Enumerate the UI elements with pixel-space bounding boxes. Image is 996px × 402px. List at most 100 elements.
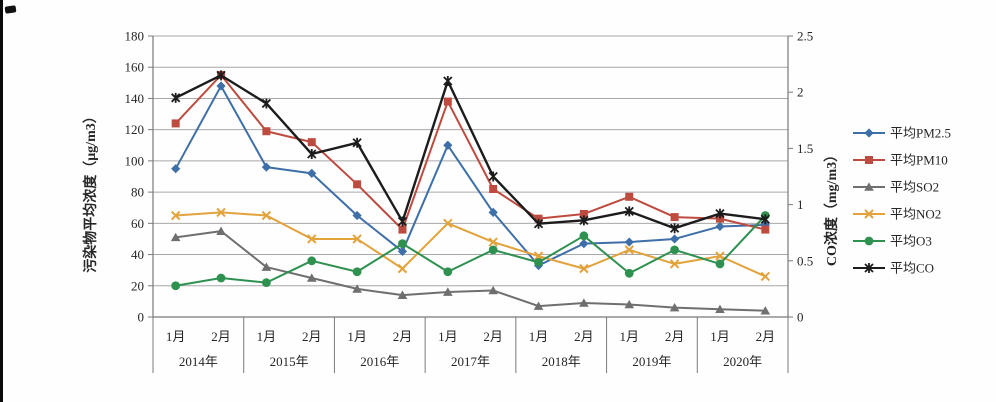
year-label: 2016年 (360, 354, 399, 369)
marker-x (397, 263, 408, 274)
month-label: 2月 (574, 329, 594, 344)
marker-circle (307, 256, 317, 266)
marker-diamond (216, 81, 226, 91)
marker-triangle (443, 287, 453, 296)
marker-triangle (488, 285, 498, 295)
left-axis-tick-label: 0 (138, 310, 145, 325)
marker-square (865, 156, 873, 164)
marker-diamond (624, 237, 634, 247)
series-line-平均CO (175, 74, 766, 230)
marker-circle (171, 281, 181, 291)
marker-triangle (864, 182, 874, 191)
marker-x (760, 271, 771, 282)
marker-triangle (306, 273, 317, 282)
marker-star (443, 75, 453, 86)
left-axis-tick-label: 100 (125, 153, 145, 168)
marker-circle (864, 236, 874, 246)
month-label: 1月 (347, 329, 367, 344)
legend-label-平均O3: 平均O3 (890, 234, 932, 249)
series-line-平均NO2 (175, 211, 766, 278)
legend-item-平均SO2: 平均SO2 (853, 180, 939, 195)
marker-star (352, 137, 362, 148)
marker-square (307, 138, 316, 147)
marker-triangle (352, 284, 362, 293)
marker-square (625, 192, 634, 201)
marker-square (761, 225, 770, 234)
right-axis-tick-label: 2 (797, 85, 804, 100)
month-label: 1月 (166, 329, 186, 344)
left-axis-tick-label: 120 (125, 122, 145, 137)
month-label: 2月 (393, 329, 413, 344)
month-label: 1月 (529, 329, 549, 344)
marker-diamond (261, 162, 271, 172)
marker-circle (352, 267, 362, 277)
marker-circle (670, 245, 680, 255)
left-axis-tick-label: 160 (125, 60, 145, 75)
marker-square (489, 184, 498, 193)
marker-triangle (760, 306, 771, 315)
chart-generated-content: 0 20 40 60 80 100 120 140 160 180 0 0.5 1 1.5 2 2.5 1月 2月… (125, 29, 951, 373)
marker-triangle (261, 262, 272, 271)
month-label: 1月 (438, 329, 458, 344)
marker-x (170, 210, 181, 221)
marker-x (307, 234, 317, 244)
marker-triangle (715, 304, 725, 313)
series-line-平均PM10 (174, 74, 766, 231)
marker-x (533, 251, 544, 261)
marker-square (715, 214, 724, 223)
series-line-平均SO2 (175, 230, 766, 312)
marker-circle (261, 278, 271, 288)
marker-triangle (170, 232, 181, 242)
marker-star (488, 171, 498, 182)
marker-diamond (307, 168, 317, 178)
marker-x (488, 237, 498, 247)
marker-diamond (171, 164, 181, 174)
series-line-平均O3 (175, 214, 767, 287)
month-label: 2月 (665, 329, 685, 344)
right-axis-tick-label: 2.5 (797, 29, 813, 44)
right-axis-tick-label: 0 (797, 310, 804, 325)
marker-circle (579, 231, 589, 241)
marker-triangle (579, 298, 589, 307)
marker-circle (488, 245, 498, 255)
right-axis-title: CO浓度（mg/m3） (823, 148, 840, 266)
marker-triangle (624, 299, 635, 309)
marker-star (261, 98, 272, 109)
marker-x (669, 259, 680, 269)
marker-square (398, 225, 407, 234)
right-axis-tick-label: 0.5 (797, 253, 813, 268)
legend-label-平均CO: 平均CO (890, 261, 934, 276)
marker-circle (624, 268, 634, 278)
marker-x (864, 209, 874, 219)
marker-x (715, 251, 725, 261)
year-label: 2018年 (542, 354, 581, 369)
legend-label-平均PM10: 平均PM10 (890, 153, 948, 168)
marker-star (715, 208, 725, 219)
marker-square (534, 214, 543, 223)
marker-square (171, 119, 180, 128)
legend-label-平均NO2: 平均NO2 (890, 207, 941, 222)
month-label: 1月 (257, 329, 277, 344)
left-axis-tick-label: 180 (125, 29, 145, 44)
marker-square (353, 180, 362, 189)
marker-circle (715, 259, 725, 269)
left-axis-tick-label: 20 (131, 278, 144, 293)
marker-square (579, 209, 588, 218)
legend-label-平均PM2.5: 平均PM2.5 (890, 126, 951, 141)
right-axis-tick-label: 1.5 (797, 141, 813, 156)
left-axis-title: 污染物平均浓度（μg/m3） (82, 109, 99, 273)
marker-diamond (443, 140, 453, 150)
year-label: 2015年 (270, 354, 309, 369)
marker-star (579, 215, 589, 226)
marker-star (624, 206, 634, 217)
marker-star (669, 223, 680, 234)
marker-star (864, 263, 874, 273)
marker-star (397, 216, 408, 227)
marker-x (443, 218, 453, 229)
marker-star (760, 214, 770, 225)
left-axis-tick-label: 60 (131, 216, 144, 231)
year-label: 2019年 (632, 354, 671, 369)
marker-square (262, 127, 271, 136)
